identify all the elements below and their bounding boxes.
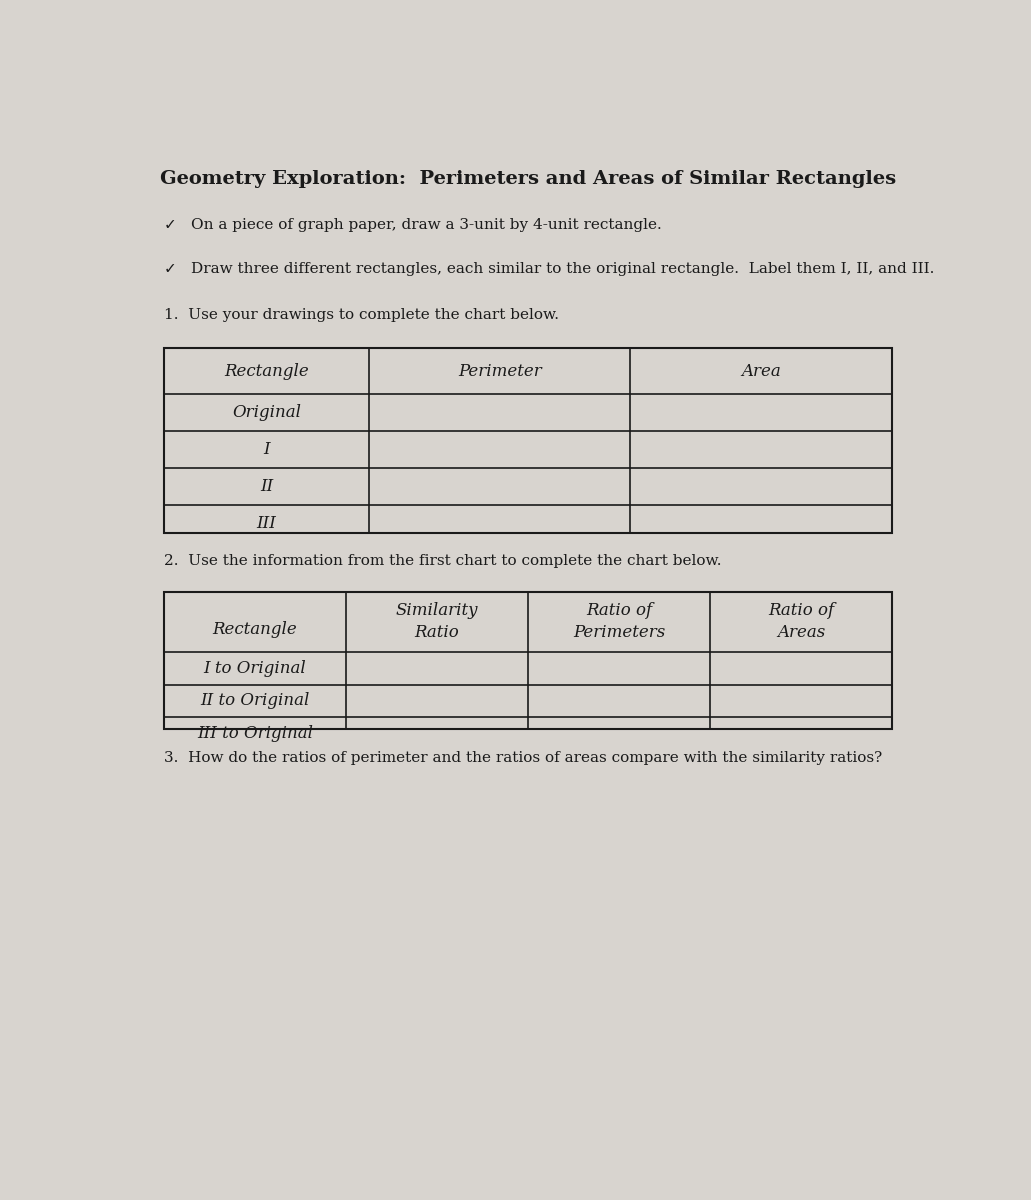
Text: Perimeters: Perimeters — [573, 624, 665, 641]
Text: II: II — [260, 478, 273, 496]
Text: Ratio of: Ratio of — [586, 602, 653, 619]
Text: Rectangle: Rectangle — [224, 362, 309, 379]
Text: Perimeter: Perimeter — [458, 362, 541, 379]
Text: Draw three different rectangles, each similar to the original rectangle.  Label : Draw three different rectangles, each si… — [191, 262, 934, 276]
Text: 3.  How do the ratios of perimeter and the ratios of areas compare with the simi: 3. How do the ratios of perimeter and th… — [164, 751, 882, 766]
Text: 2.  Use the information from the first chart to complete the chart below.: 2. Use the information from the first ch… — [164, 554, 722, 569]
Text: I to Original: I to Original — [203, 660, 306, 677]
Bar — [164, 592, 892, 730]
Text: Areas: Areas — [777, 624, 825, 641]
Text: Ratio of: Ratio of — [768, 602, 834, 619]
Text: 1.  Use your drawings to complete the chart below.: 1. Use your drawings to complete the cha… — [164, 308, 559, 322]
Text: ✓: ✓ — [164, 262, 176, 276]
Text: Similarity: Similarity — [396, 602, 478, 619]
Text: ✓: ✓ — [164, 217, 176, 233]
Text: On a piece of graph paper, draw a 3-unit by 4-unit rectangle.: On a piece of graph paper, draw a 3-unit… — [191, 218, 662, 232]
Text: Rectangle: Rectangle — [212, 622, 297, 638]
Text: Geometry Exploration:  Perimeters and Areas of Similar Rectangles: Geometry Exploration: Perimeters and Are… — [160, 169, 896, 187]
Bar — [164, 348, 892, 533]
Text: I: I — [263, 442, 270, 458]
Text: II to Original: II to Original — [200, 692, 309, 709]
Text: III to Original: III to Original — [197, 725, 312, 742]
Text: Original: Original — [232, 404, 301, 421]
Text: Area: Area — [741, 362, 781, 379]
Text: Ratio: Ratio — [414, 624, 460, 641]
Text: III: III — [257, 515, 276, 532]
